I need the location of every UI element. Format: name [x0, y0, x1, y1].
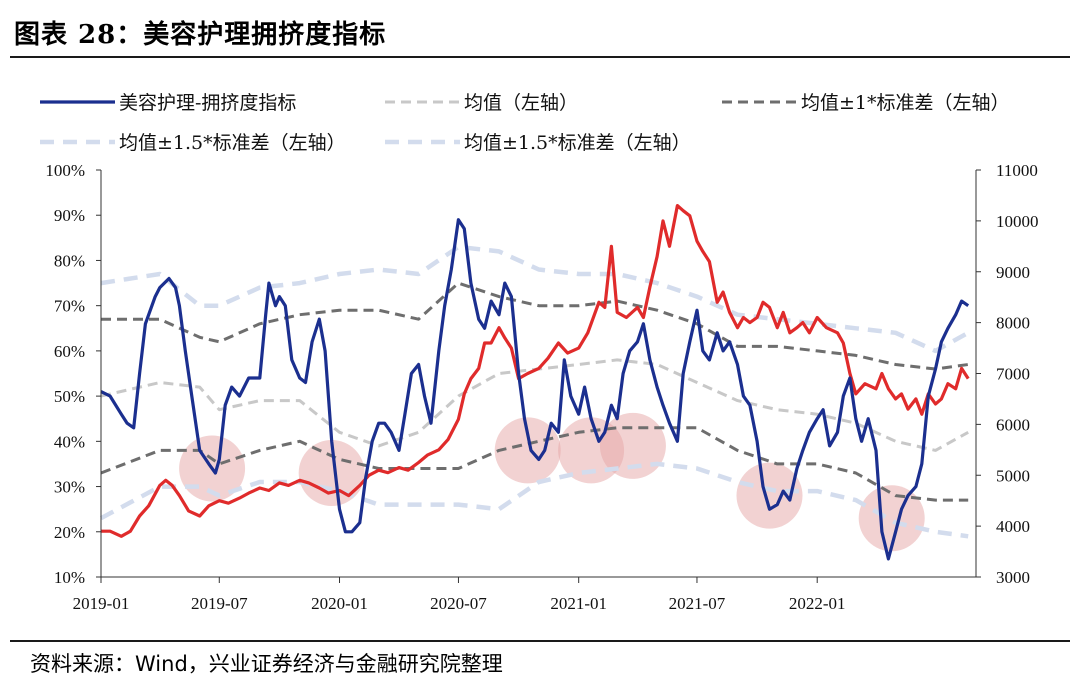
y-left-tick-label-0: 10%: [54, 568, 85, 587]
series-line-6: [101, 204, 970, 538]
y-right-tick-label-2: 5000: [996, 466, 1030, 485]
x-tick-label-3: 2020-07: [430, 594, 487, 613]
legend-label-2: 均值±1*标准差（左轴）: [801, 92, 1010, 114]
y-right-tick-label-1: 4000: [996, 517, 1030, 536]
y-right-tick-label-3: 6000: [996, 415, 1030, 434]
y-left-tick-label-9: 100%: [45, 161, 85, 180]
highlight-marker-1: [298, 439, 365, 506]
figure-title: 图表 28：美容护理拥挤度指标: [14, 20, 387, 50]
highlight-marker-layer: [179, 412, 925, 552]
legend-label-4: 均值±1.5*标准差（左轴）: [464, 132, 691, 154]
x-tick-label-2: 2020-01: [311, 594, 368, 613]
legend-label-0: 美容护理-拥挤度指标: [119, 92, 296, 114]
y-right-tick-label-6: 9000: [996, 263, 1030, 282]
x-tick-label-4: 2021-01: [550, 594, 607, 613]
source-note: 资料来源：Wind，兴业证券经济与金融研究院整理: [30, 652, 503, 676]
legend-label-1: 均值（左轴）: [464, 92, 578, 114]
y-left-tick-label-5: 60%: [54, 342, 85, 361]
y-right-tick-label-0: 3000: [996, 568, 1030, 587]
y-right-tick-label-4: 7000: [996, 365, 1030, 384]
highlight-marker-6: [858, 485, 925, 552]
axes-layer: 10% 20% 30% 40% 50% 60% 70% 80% 90% 100% 3000 4000 5…: [45, 161, 1038, 613]
title-rule: [10, 56, 1070, 58]
highlight-marker-5: [736, 462, 803, 529]
series-line-3: [100, 426, 969, 502]
y-left-tick-label-4: 50%: [54, 387, 85, 406]
y-left-tick-label-3: 40%: [54, 432, 85, 451]
legend-label-3: 均值±1.5*标准差（左轴）: [119, 132, 346, 154]
y-right-tick-label-5: 8000: [996, 314, 1030, 333]
x-tick-label-1: 2019-07: [191, 594, 248, 613]
y-right-tick-label-8: 11000: [996, 161, 1038, 180]
legend: 美容护理-拥挤度指标 均值（左轴） 均值±1*标准差（左轴） 均值±1.5*标准差（左…: [40, 92, 1010, 154]
series-layer: [99, 204, 970, 561]
series-line-0: [100, 218, 970, 561]
series-line-2: [101, 281, 969, 371]
series-line-4: [100, 244, 970, 354]
source-rule: [10, 640, 1070, 642]
y-left-tick-label-8: 90%: [54, 206, 85, 225]
y-left-tick-label-6: 70%: [54, 297, 85, 316]
x-tick-label-5: 2021-07: [669, 594, 726, 613]
y-right-tick-label-7: 10000: [996, 212, 1039, 231]
y-left-tick-label-2: 30%: [54, 478, 85, 497]
y-left-tick-label-7: 80%: [54, 251, 85, 270]
x-tick-label-6: 2022-01: [789, 594, 846, 613]
chart-svg: 10% 20% 30% 40% 50% 60% 70% 80% 90% 100% 3000 4000 5…: [40, 92, 1039, 613]
series-line-5: [99, 461, 969, 539]
y-left-tick-label-1: 20%: [54, 523, 85, 542]
highlight-marker-2: [494, 417, 561, 484]
x-tick-label-0: 2019-01: [73, 594, 130, 613]
